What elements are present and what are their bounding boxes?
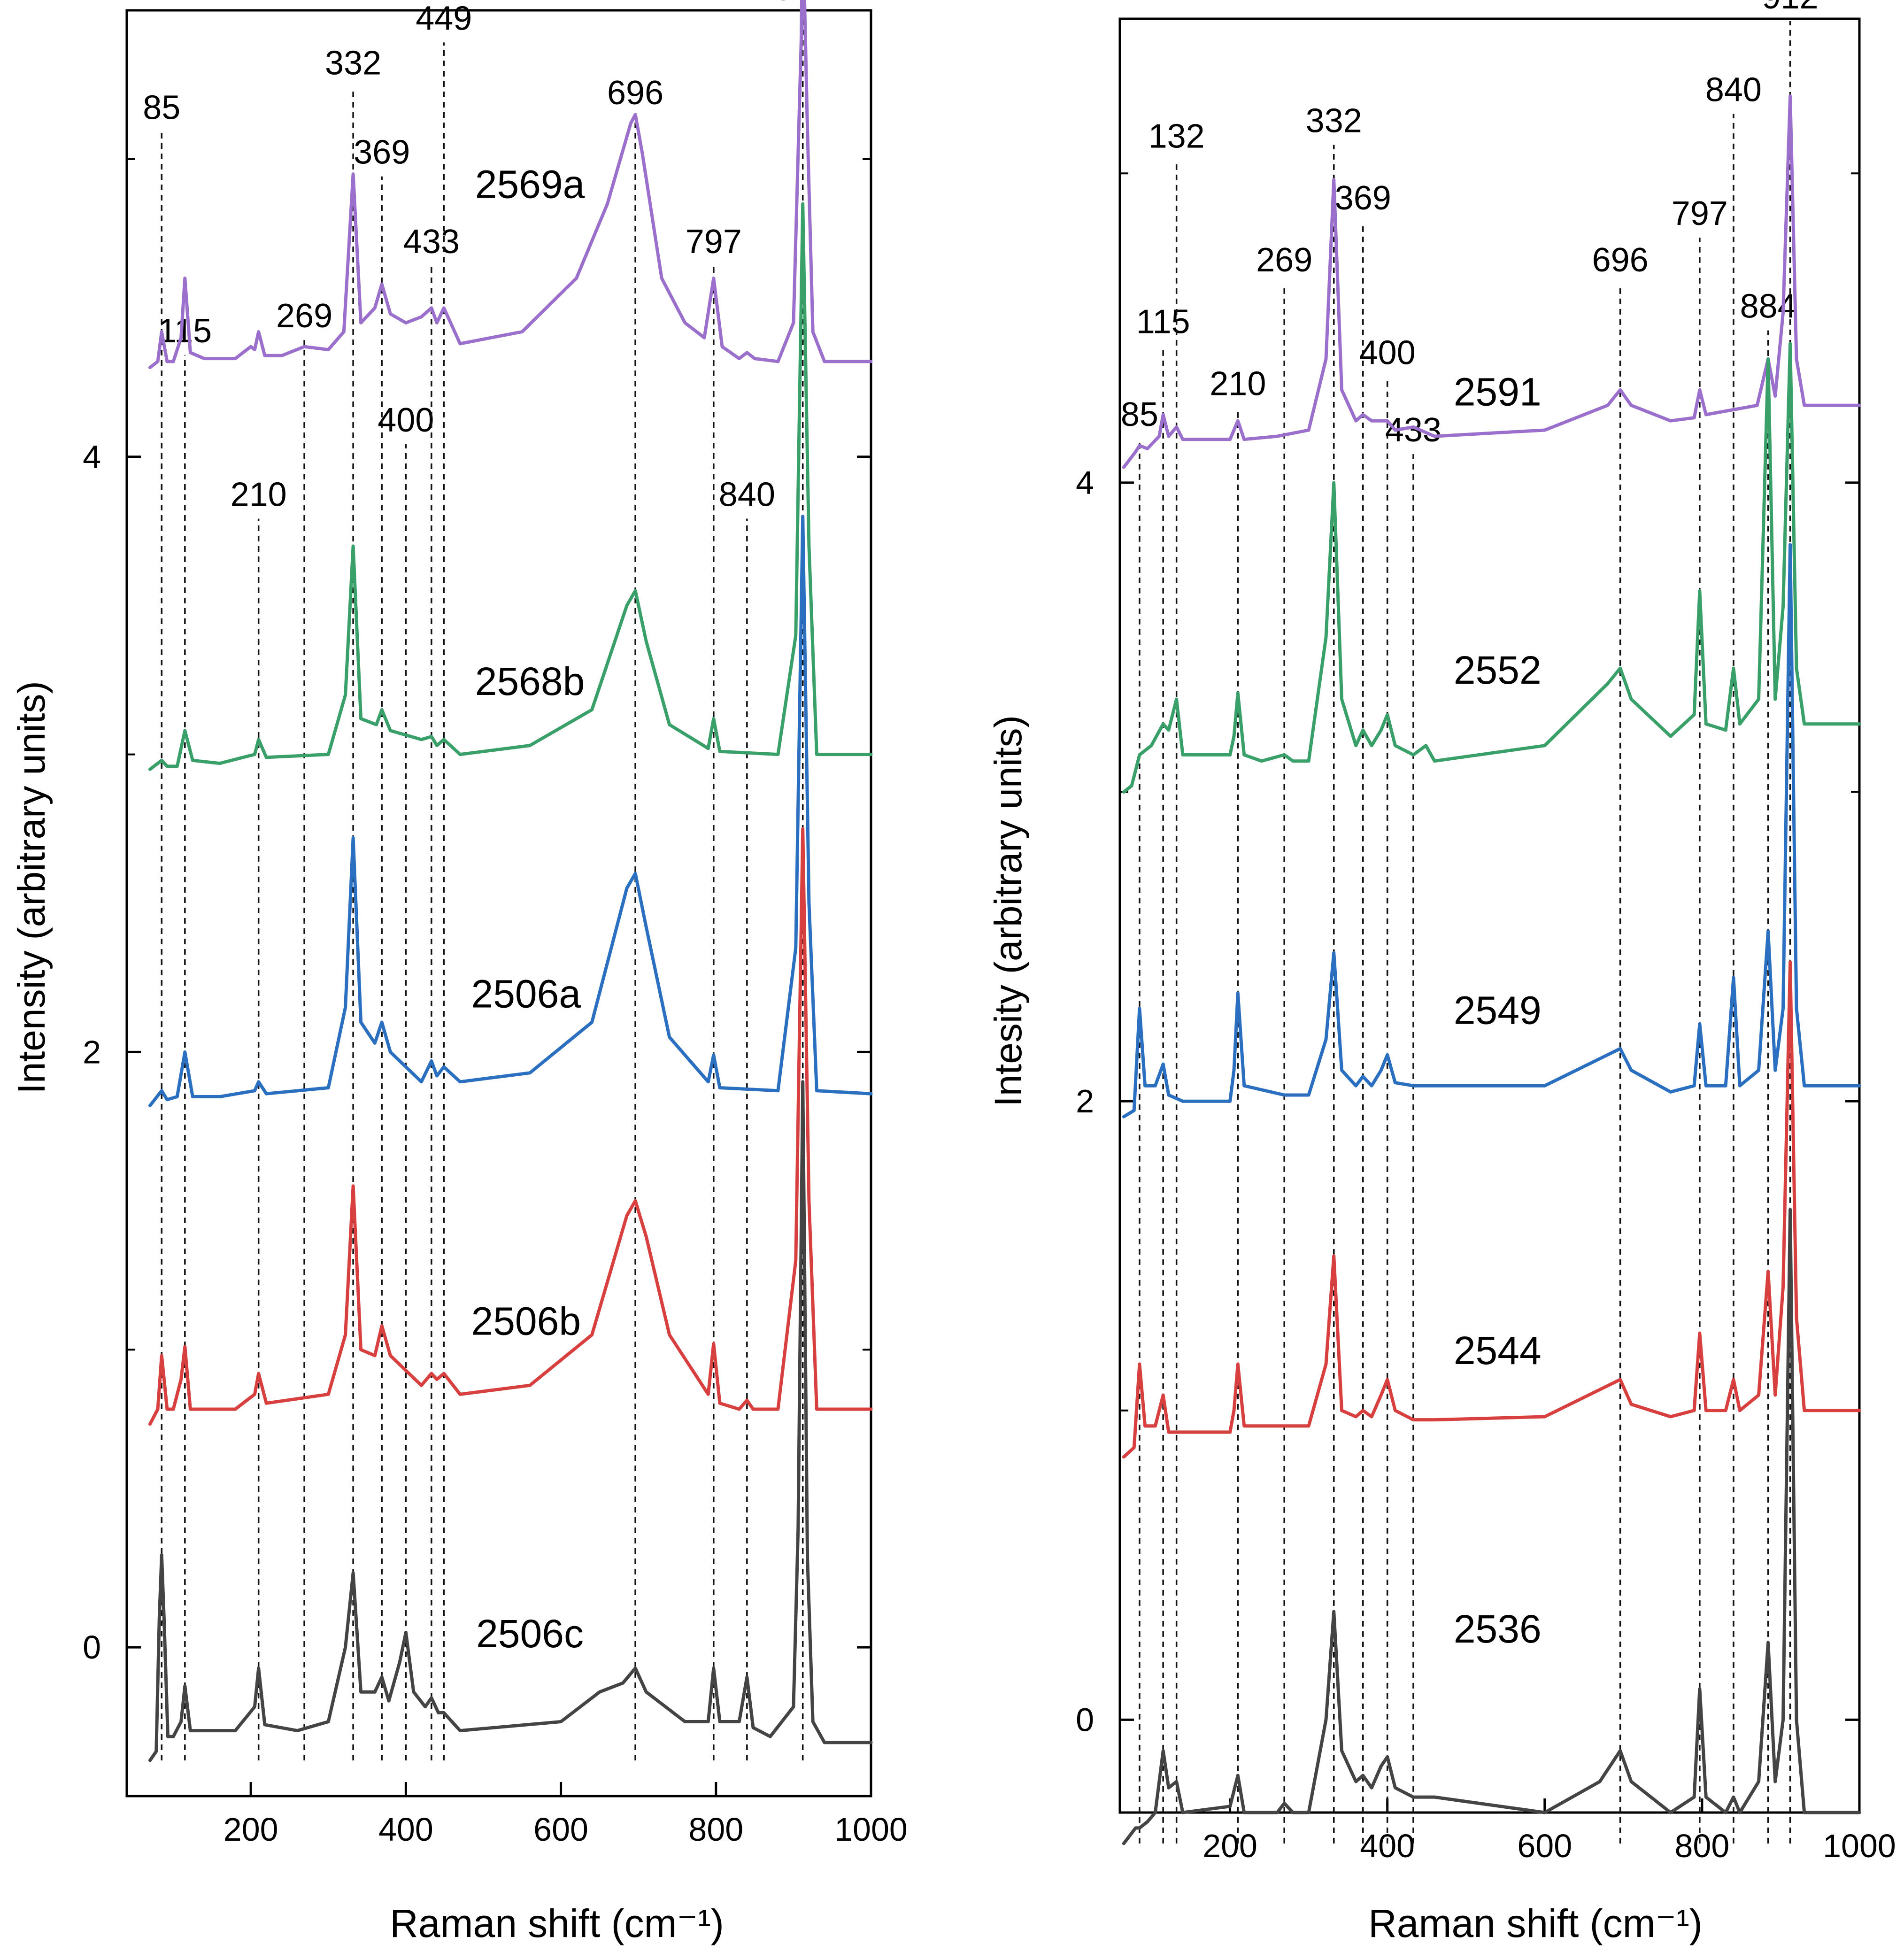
peak-label-797: 797: [1672, 195, 1728, 232]
left-y-axis-title: Intensity (arbitrary units): [10, 681, 53, 1094]
peak-label-115: 115: [1136, 303, 1190, 341]
peak-label-369: 369: [354, 134, 410, 171]
x-tick-label-1000: 1000: [834, 1811, 908, 1848]
peak-label-85: 85: [143, 89, 180, 127]
x-tick-label-200: 200: [1203, 1828, 1257, 1864]
x-tick-label-600: 600: [1517, 1828, 1572, 1864]
spectrum-2544: [1122, 960, 1861, 1459]
peak-label-884: 884: [1740, 288, 1796, 325]
y-tick-label-0: 0: [1076, 1701, 1094, 1738]
x-tick-label-1000: 1000: [1823, 1828, 1896, 1864]
peak-label-85: 85: [1121, 396, 1158, 433]
x-tick-label-800: 800: [1674, 1828, 1729, 1864]
spectrum-2506a: [148, 515, 873, 1107]
peak-label-369: 369: [1335, 179, 1391, 217]
y-tick-label-2: 2: [1076, 1083, 1094, 1119]
spectrum-label-2569a: 2569a: [475, 162, 585, 206]
spectrum-label-2568b: 2568b: [475, 659, 585, 703]
plot-frame: [1118, 17, 1861, 1814]
peak-label-696: 696: [1592, 241, 1649, 279]
plot-frame: [125, 9, 872, 1798]
peak-label-115: 115: [158, 312, 212, 350]
spectrum-2569a: [148, 0, 873, 370]
peak-label-797: 797: [686, 223, 742, 261]
x-tick-label-800: 800: [688, 1811, 743, 1848]
y-tick-label-2: 2: [83, 1034, 101, 1070]
x-tick-label-600: 600: [533, 1811, 588, 1848]
x-tick-label-400: 400: [1360, 1828, 1415, 1864]
spectrum-2506c: [148, 1080, 873, 1762]
x-tick-label-400: 400: [378, 1811, 433, 1848]
peak-label-269: 269: [1256, 241, 1312, 279]
spectrum-label-2591: 2591: [1454, 370, 1542, 414]
x-tick-label-200: 200: [224, 1811, 278, 1848]
right-y-axis-title: Intesity (arbitrary units): [987, 715, 1030, 1107]
peak-label-132: 132: [1149, 117, 1205, 155]
peak-label-332: 332: [1306, 102, 1362, 139]
spectrum-label-2506a: 2506a: [471, 972, 581, 1016]
spectrum-label-2506b: 2506b: [471, 1299, 581, 1343]
peak-label-400: 400: [1359, 334, 1416, 371]
spectrum-label-2552: 2552: [1454, 648, 1542, 692]
spectrum-label-2544: 2544: [1454, 1328, 1542, 1373]
peak-label-332: 332: [325, 44, 381, 82]
y-tick-label-4: 4: [83, 439, 101, 475]
peak-label-696: 696: [607, 74, 663, 112]
left-x-axis-title: Raman shift (cm⁻¹): [390, 1901, 724, 1945]
peak-label-912: 912: [1762, 0, 1818, 16]
spectrum-label-2549: 2549: [1454, 988, 1542, 1033]
peak-label-840: 840: [719, 476, 775, 514]
peak-label-400: 400: [378, 401, 434, 439]
spectrum-2568b: [148, 202, 873, 771]
peak-label-269: 269: [276, 297, 332, 335]
spectrum-2506b: [148, 827, 873, 1426]
peak-label-840: 840: [1705, 71, 1762, 109]
spectrum-2536: [1122, 1208, 1861, 1845]
spectrum-label-2506c: 2506c: [476, 1612, 584, 1656]
peak-label-433: 433: [403, 223, 460, 261]
spectrum-label-2536: 2536: [1454, 1607, 1542, 1651]
right-chart-panel: Intesity (arbitrary units) Raman shift (…: [987, 0, 1896, 1945]
peak-label-449: 449: [416, 0, 472, 37]
peak-label-210: 210: [1210, 365, 1266, 402]
spectrum-2591: [1122, 94, 1861, 469]
peak-label-210: 210: [231, 476, 287, 514]
y-tick-label-0: 0: [83, 1629, 101, 1666]
spectrum-2549: [1122, 543, 1861, 1119]
spectrum-2552: [1122, 342, 1861, 794]
left-chart-panel: Intensity (arbitrary units) Raman shift …: [10, 0, 908, 1945]
y-tick-label-4: 4: [1076, 464, 1094, 501]
right-x-axis-title: Raman shift (cm⁻¹): [1368, 1901, 1703, 1945]
